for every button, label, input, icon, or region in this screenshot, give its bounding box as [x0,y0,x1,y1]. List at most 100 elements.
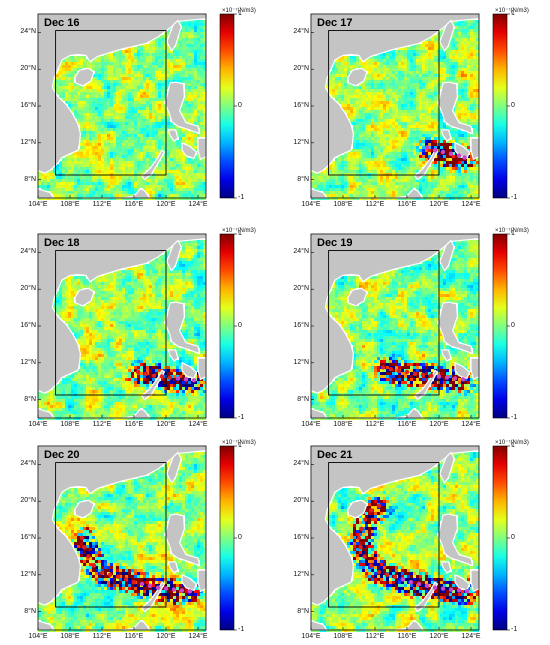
colorbar [220,234,234,418]
typhoon-track-point [100,571,104,575]
lat-tick-label: 16°N [10,102,36,109]
typhoon-track-point [381,365,385,369]
typhoon-track-point [465,589,469,593]
panel-title: Dec 17 [317,17,352,29]
land-mass [471,358,479,379]
typhoon-track-point [401,577,405,581]
typhoon-track-point [357,536,361,540]
typhoon-track-point [457,588,461,592]
map-canvas [10,440,278,645]
typhoon-track-point [437,374,441,378]
lat-tick-label: 12°N [10,139,36,146]
colorbar-label: -1 [238,414,244,421]
lon-tick-label: 124°E [456,421,486,428]
typhoon-track-point [441,586,445,590]
lon-tick-label: 124°E [183,421,213,428]
typhoon-track-point [176,376,180,380]
lon-tick-label: 104°E [23,421,53,428]
colorbar [220,14,234,198]
typhoon-track-point [425,584,429,588]
typhoon-track-point [453,376,457,380]
typhoon-track-point [192,378,196,382]
typhoon-track-point [148,584,152,588]
lon-tick-label: 116°E [119,421,149,428]
typhoon-track-point [86,554,90,558]
lon-tick-label: 108°E [55,201,85,208]
lon-tick-label: 104°E [23,201,53,208]
typhoon-track-point [393,574,397,578]
colorbar-label: -1 [511,626,517,633]
lon-tick-label: 104°E [296,201,326,208]
typhoon-track-point [116,574,120,578]
typhoon-track-point [385,573,389,577]
lat-tick-label: 16°N [10,322,36,329]
colorbar-unit: ×10⁻⁷(N/m3) [222,227,256,234]
lon-tick-label: 116°E [392,201,422,208]
lat-tick-label: 20°N [283,497,309,504]
colorbar [493,446,507,630]
typhoon-track-point [425,145,429,149]
typhoon-track-point [441,150,445,154]
typhoon-track-point [389,367,393,371]
lon-tick-label: 120°E [151,421,181,428]
panel-title: Dec 19 [317,237,352,249]
colorbar [220,446,234,630]
typhoon-track-point [132,580,136,584]
lat-tick-label: 8°N [10,176,36,183]
colorbar-label: 0 [511,534,515,541]
lat-tick-label: 24°N [283,460,309,467]
lat-tick-label: 12°N [10,359,36,366]
land-mass [471,570,479,591]
lat-tick-label: 24°N [10,460,36,467]
lat-tick-label: 16°N [283,102,309,109]
lat-tick-label: 12°N [283,571,309,578]
lat-tick-label: 12°N [283,359,309,366]
typhoon-track-point [359,527,363,531]
colorbar [493,234,507,418]
lon-tick-label: 120°E [151,201,181,208]
typhoon-track-point [124,577,128,581]
lon-tick-label: 108°E [328,421,358,428]
lon-tick-label: 124°E [183,201,213,208]
typhoon-track-point [358,545,362,549]
lon-tick-label: 120°E [424,201,454,208]
land-mass [198,138,206,159]
lat-tick-label: 24°N [283,28,309,35]
lon-tick-label: 112°E [87,201,117,208]
lon-tick-label: 112°E [360,421,390,428]
land-mass [471,138,479,159]
lat-tick-label: 24°N [283,248,309,255]
typhoon-track-point [188,589,192,593]
typhoon-track-point [108,573,112,577]
lon-tick-label: 112°E [87,421,117,428]
map-canvas [283,8,550,213]
typhoon-track-point [180,588,184,592]
lat-tick-label: 20°N [10,285,36,292]
colorbar-label: 0 [238,102,242,109]
colorbar-label: 0 [238,322,242,329]
typhoon-track-point [397,369,401,373]
colorbar-label: -1 [238,626,244,633]
lon-tick-label: 116°E [119,201,149,208]
typhoon-track-point [168,375,172,379]
typhoon-track-point [457,153,461,157]
lon-tick-label: 116°E [392,421,422,428]
colorbar-unit: ×10⁻⁷(N/m3) [495,7,529,14]
colorbar-label: -1 [238,194,244,201]
lon-tick-label: 108°E [328,201,358,208]
typhoon-track-point [421,373,425,377]
typhoon-track-point [160,374,164,378]
lon-tick-label: 104°E [296,421,326,428]
lon-tick-label: 120°E [424,421,454,428]
typhoon-track-point [152,373,156,377]
typhoon-track-point [449,587,453,591]
typhoon-track-point [136,370,140,374]
lat-tick-label: 16°N [10,534,36,541]
typhoon-track-point [140,582,144,586]
lat-tick-label: 20°N [283,285,309,292]
typhoon-track-point [417,582,421,586]
